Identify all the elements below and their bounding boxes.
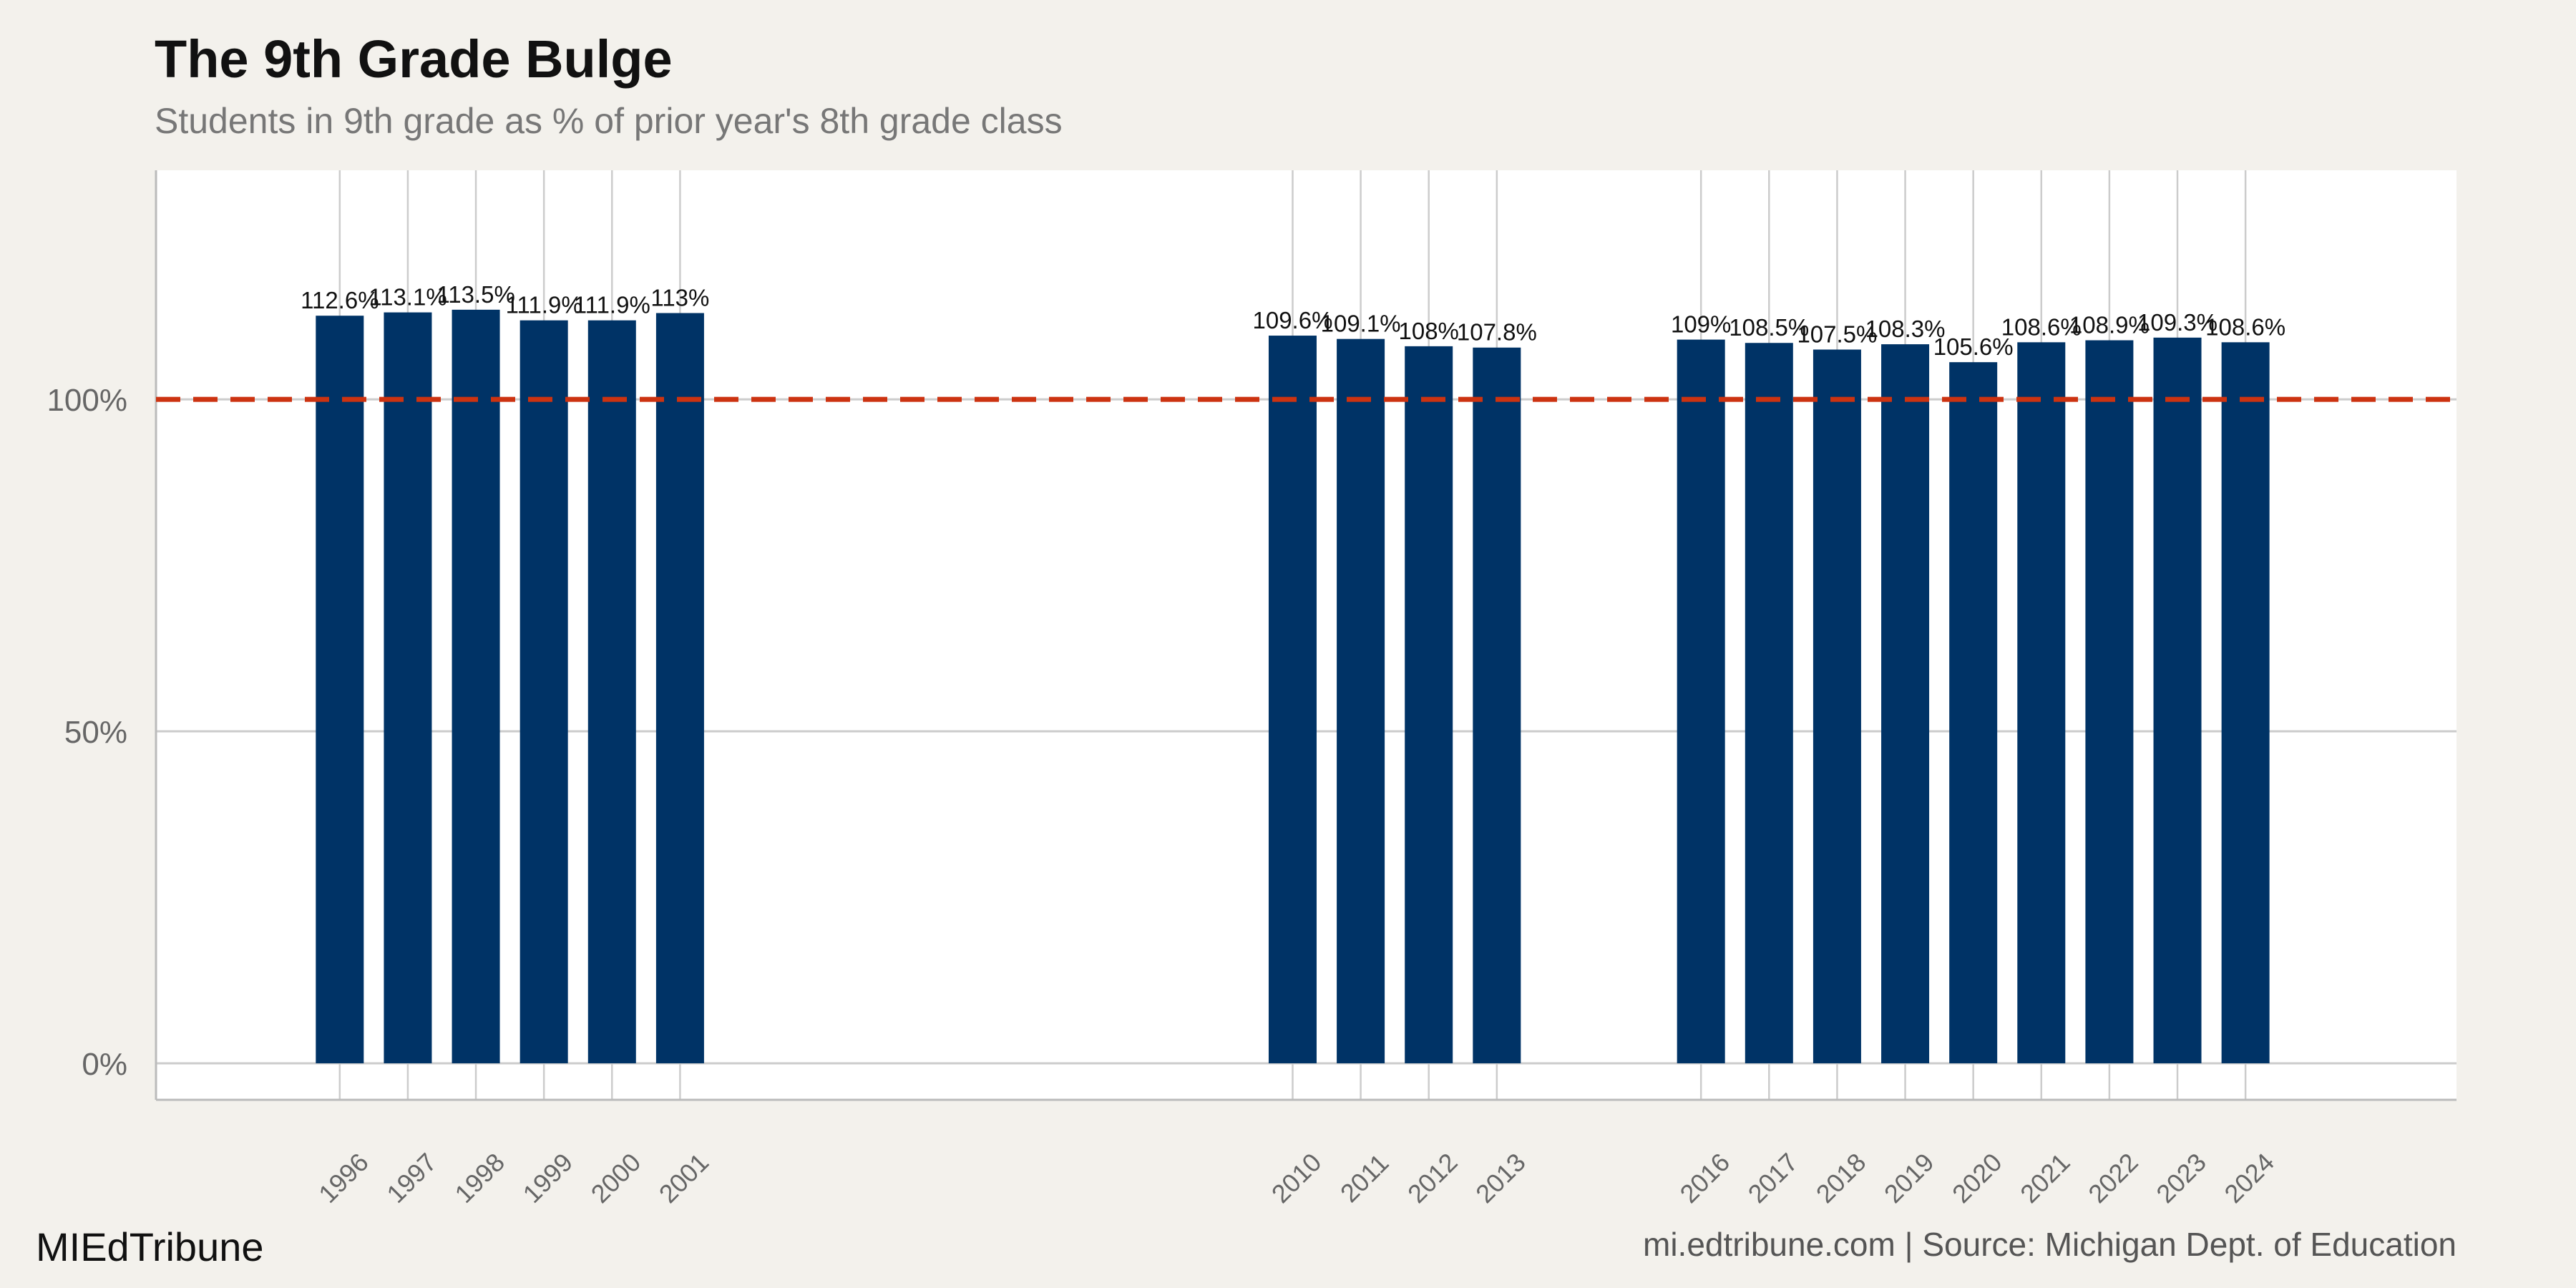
bar-2019 [1881,344,1930,1063]
bar-2023 [2153,337,2202,1063]
bar-1997 [384,312,432,1063]
data-label-2024: 108.6% [2205,313,2285,340]
bar-2017 [1745,343,1793,1063]
data-label-2013: 107.8% [1457,319,1537,346]
bar-2000 [587,320,636,1063]
x-tick-label-2012: 2012 [1402,1147,1463,1209]
brand-logo-text: MIEdTribune [36,1224,264,1269]
bar-2020 [1949,362,1998,1063]
chart-subtitle: Students in 9th grade as % of prior year… [155,101,1063,141]
data-label-2016: 109% [1671,311,1731,338]
bar-1996 [316,316,364,1063]
bar-2001 [655,313,704,1063]
data-label-2011: 109.1% [1321,311,1401,337]
data-label-2023: 109.3% [2137,309,2218,336]
x-tick-label-2024: 2024 [2218,1147,2280,1209]
data-label-2018: 107.5% [1797,321,1877,348]
x-tick-label-2021: 2021 [2014,1147,2076,1209]
y-tick-label: 100% [47,383,127,418]
bar-2012 [1405,346,1453,1063]
data-label-2020: 105.6% [1933,333,2014,360]
y-tick-label: 50% [64,715,127,750]
bar-2016 [1677,339,1725,1063]
source-note: mi.edtribune.com | Source: Michigan Dept… [1643,1226,2457,1263]
data-label-1999: 111.9% [506,292,582,318]
x-tick-label-2020: 2020 [1946,1147,2008,1209]
data-label-2021: 108.6% [2001,313,2082,340]
bar-2021 [2017,342,2066,1063]
data-label-1996: 112.6% [301,287,379,313]
data-label-2019: 108.3% [1865,316,1946,342]
x-tick-label-1998: 1998 [449,1147,510,1209]
x-tick-label-1996: 1996 [313,1147,374,1209]
bar-2018 [1813,349,1861,1063]
bar-2011 [1337,338,1385,1063]
bar-2022 [2085,340,2134,1063]
bar-2024 [2221,342,2270,1063]
data-label-2012: 108% [1399,318,1459,344]
x-tick-label-2023: 2023 [2150,1147,2212,1209]
x-tick-label-1997: 1997 [381,1147,442,1209]
x-tick-label-2010: 2010 [1266,1147,1327,1209]
data-label-2022: 108.9% [2069,312,2150,338]
data-label-2010: 109.6% [1253,307,1333,333]
x-tick-label-2011: 2011 [1335,1148,1395,1208]
data-label-2001: 113% [650,284,709,311]
bar-2013 [1473,347,1521,1063]
chart-title: The 9th Grade Bulge [155,29,673,89]
data-label-2017: 108.5% [1729,314,1809,341]
y-tick-label: 0% [82,1047,127,1082]
x-tick-label-2001: 2001 [653,1147,715,1209]
data-label-1997: 113.1% [369,284,447,311]
x-tick-label-1999: 1999 [517,1147,579,1209]
x-tick-label-2016: 2016 [1674,1147,1736,1209]
x-tick-label-2013: 2013 [1470,1147,1531,1209]
x-tick-label-2018: 2018 [1810,1147,1872,1209]
x-tick-label-2022: 2022 [2082,1147,2144,1209]
bar-1998 [452,309,500,1063]
data-label-1998: 113.5% [436,281,514,308]
bar-2010 [1268,336,1317,1063]
x-tick-label-2000: 2000 [585,1147,647,1209]
x-tick-label-2019: 2019 [1878,1147,1940,1209]
bar-1999 [519,320,568,1063]
x-tick-label-2017: 2017 [1742,1147,1804,1209]
data-label-2000: 111.9% [574,292,650,318]
